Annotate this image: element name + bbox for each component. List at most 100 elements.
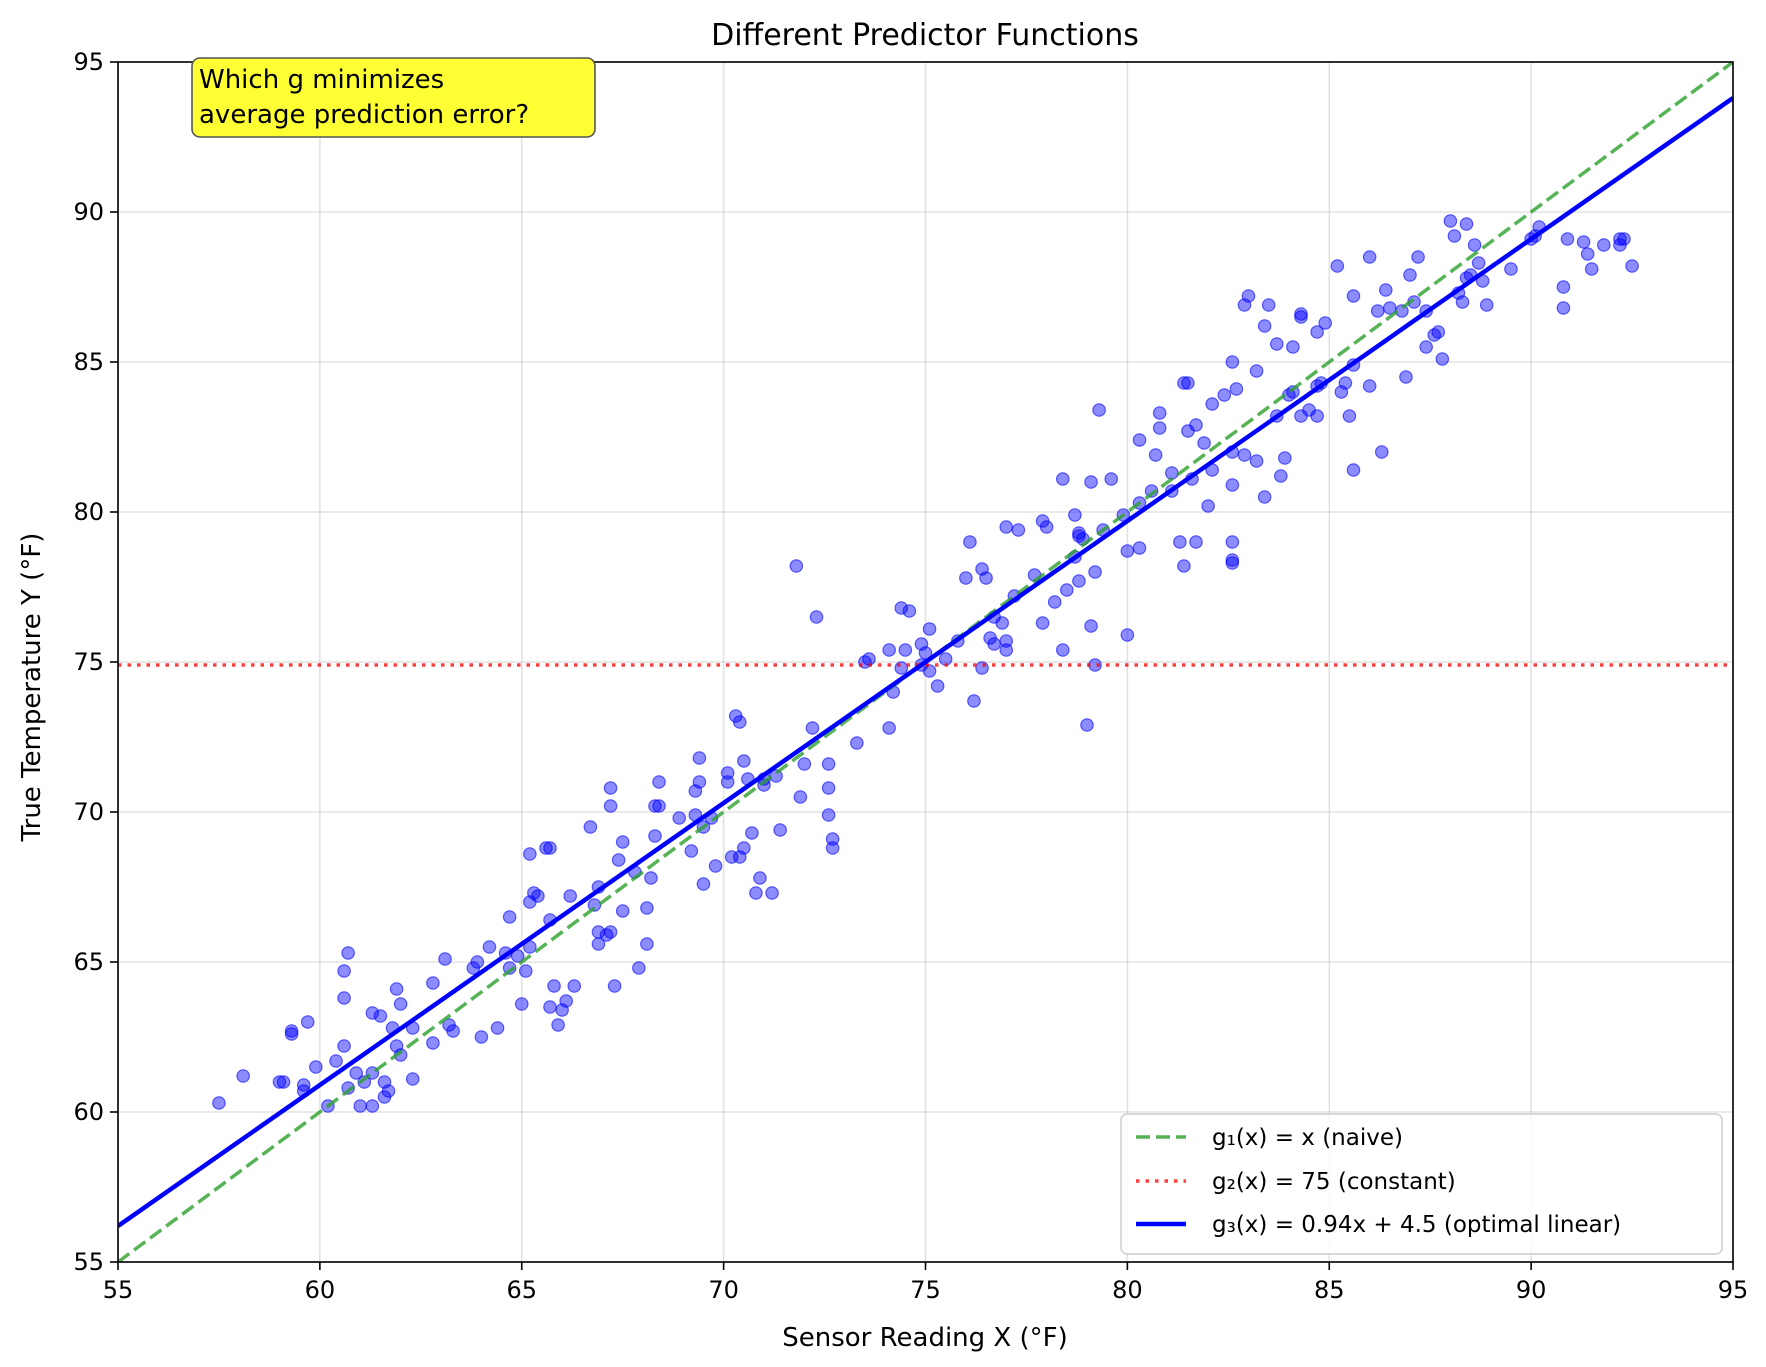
scatter-point — [1177, 559, 1191, 573]
scatter-point — [821, 757, 836, 771]
scatter-point — [1189, 418, 1203, 432]
scatter-point — [1459, 217, 1474, 231]
scatter-point — [337, 964, 351, 978]
scatter-point — [732, 715, 747, 729]
scatter-point — [284, 1024, 299, 1038]
scatter-point — [684, 844, 699, 858]
scatter-point — [446, 1024, 460, 1038]
x-tick-label: 85 — [1314, 1276, 1345, 1304]
scatter-point — [531, 889, 545, 903]
x-tick-label: 75 — [910, 1276, 941, 1304]
scatter-point — [1613, 232, 1627, 246]
scatter-point — [1132, 433, 1147, 447]
scatter-point — [894, 661, 909, 675]
scatter-point — [1035, 616, 1050, 630]
scatter-point — [474, 1030, 489, 1044]
scatter-point — [1471, 256, 1486, 270]
scatter-point — [426, 976, 440, 990]
scatter-point — [1092, 403, 1106, 417]
scatter-point — [1261, 298, 1276, 312]
scatter-point — [1225, 535, 1240, 549]
scatter-point — [1399, 370, 1413, 384]
scatter-point — [720, 766, 735, 780]
scatter-point — [603, 799, 618, 813]
scatter-point — [502, 910, 517, 924]
scatter-point — [922, 664, 937, 678]
scatter-point — [692, 751, 707, 765]
annotation-line-1: Which g minimizes — [199, 65, 444, 95]
scatter-point — [1177, 376, 1191, 390]
scatter-point — [1378, 283, 1393, 297]
scatter-point — [276, 1075, 291, 1089]
scatter-point — [1294, 307, 1308, 321]
scatter-point — [789, 559, 804, 573]
scatter-point — [438, 952, 452, 966]
scatter-point — [547, 979, 561, 993]
scatter-point — [773, 823, 787, 837]
legend-label-g2: g₂(x) = 75 (constant) — [1212, 1169, 1456, 1195]
scatter-point — [1181, 376, 1195, 390]
scatter-point — [1132, 541, 1147, 555]
y-tick-label: 80 — [73, 498, 104, 526]
scatter-point — [389, 982, 404, 996]
scatter-point — [1556, 280, 1571, 294]
scatter-point — [514, 997, 529, 1011]
legend: g₁(x) = x (naive) g₂(x) = 75 (constant) … — [1120, 1113, 1723, 1255]
scatter-point — [1225, 556, 1240, 570]
scatter-point — [1197, 436, 1211, 450]
scatter-point — [1257, 319, 1272, 333]
y-tick-label: 55 — [73, 1248, 104, 1276]
scatter-point — [632, 961, 646, 975]
scatter-point — [341, 946, 355, 960]
scatter-point — [1201, 499, 1215, 513]
scatter-point — [1294, 310, 1308, 324]
scatter-point — [1068, 508, 1082, 522]
scatter-point — [1229, 382, 1244, 396]
scatter-point — [1479, 298, 1494, 312]
scatter-point — [1237, 448, 1252, 462]
scatter-point — [1370, 304, 1385, 318]
scatter-point — [995, 616, 1010, 630]
scatter-point — [1084, 475, 1098, 489]
scatter-points — [212, 214, 1639, 1113]
scatter-point — [745, 826, 759, 840]
scatter-point — [1072, 574, 1086, 588]
y-tick-label: 65 — [73, 948, 104, 976]
scatter-point — [543, 1000, 557, 1014]
scatter-point — [850, 736, 864, 750]
scatter-point — [510, 949, 525, 963]
scatter-point — [1055, 472, 1070, 486]
y-tick-label: 90 — [73, 198, 104, 226]
scatter-point — [1310, 409, 1324, 423]
scatter-point — [1310, 325, 1324, 339]
y-tick-label: 75 — [73, 648, 104, 676]
scatter-point — [1330, 259, 1345, 273]
scatter-point — [1403, 268, 1417, 282]
scatter-point — [959, 571, 973, 585]
scatter-point — [1338, 376, 1353, 390]
scatter-point — [821, 808, 836, 822]
scatter-point — [1011, 523, 1026, 537]
scatter-point — [963, 535, 977, 549]
scatter-point — [1411, 250, 1425, 264]
scatter-point — [999, 643, 1014, 657]
scatter-point — [765, 886, 779, 900]
scatter-point — [999, 520, 1014, 534]
scatter-point — [648, 829, 662, 843]
scatter-point — [1362, 379, 1377, 393]
scatter-point — [518, 964, 533, 978]
scatter-point — [559, 994, 573, 1008]
scatter-point — [1120, 628, 1135, 642]
scatter-point — [1241, 289, 1256, 303]
legend-label-g3: g₃(x) = 0.94x + 4.5 (optimal linear) — [1212, 1212, 1621, 1238]
scatter-point — [523, 847, 537, 861]
scatter-point — [1274, 469, 1288, 483]
scatter-point — [652, 775, 666, 789]
scatter-point — [353, 1099, 368, 1113]
scatter-point — [1362, 250, 1377, 264]
scatter-point — [692, 775, 707, 789]
scatter-point — [1249, 454, 1264, 468]
scatter-point — [1084, 619, 1098, 633]
scatter-point — [825, 841, 840, 855]
